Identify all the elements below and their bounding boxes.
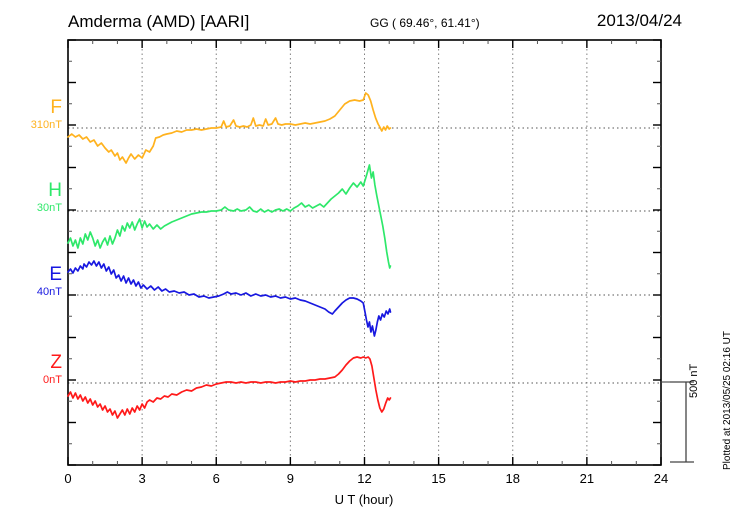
component-label-z: Z 0nT	[43, 353, 62, 386]
x-tick-label-3: 3	[138, 471, 146, 486]
x-tick-label-21: 21	[579, 471, 595, 486]
scalebar-label: 500 nT	[688, 363, 700, 398]
component-label-f: F 310nT	[31, 98, 62, 131]
component-label-h: H 30nT	[37, 181, 62, 214]
x-tick-label-6: 6	[212, 471, 220, 486]
x-tick-label-15: 15	[431, 471, 446, 486]
x-tick-label-18: 18	[505, 471, 520, 486]
component-baseline-e: 40nT	[36, 286, 62, 298]
component-label-e: E 40nT	[37, 265, 62, 298]
trace-e	[67, 260, 392, 337]
component-baseline-f: 310nT	[30, 119, 62, 131]
geographic-coordinates: GG ( 69.46°, 61.41°)	[370, 16, 480, 30]
station-title: Amderma (AMD) [AARI]	[68, 12, 250, 31]
x-tick-label-24: 24	[653, 471, 669, 486]
component-letter-z: Z	[50, 352, 62, 373]
component-baseline-z: 0nT	[43, 374, 62, 386]
trace-h	[67, 164, 392, 269]
plotted-at-label: Plotted at 2013/05/25 02:16 UT	[722, 331, 730, 470]
date-label: 2013/04/24	[596, 11, 682, 30]
x-axis-title: U T (hour)	[334, 492, 394, 507]
component-letter-h: H	[48, 180, 62, 201]
trace-z	[67, 356, 392, 419]
x-tick-label-9: 9	[286, 471, 294, 486]
x-tick-label-0: 0	[64, 471, 72, 486]
component-baseline-h: 30nT	[36, 202, 62, 214]
component-letter-f: F	[50, 97, 62, 118]
component-letter-e: E	[49, 264, 62, 285]
x-tick-label-12: 12	[357, 471, 372, 486]
trace-f	[67, 92, 392, 164]
